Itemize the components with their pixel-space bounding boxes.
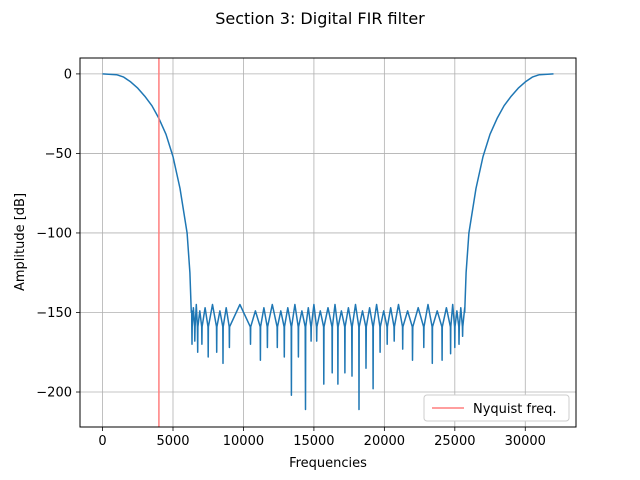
x-tick-label: 25000: [434, 434, 475, 449]
x-tick-label: 0: [98, 434, 106, 449]
legend: Nyquist freq.: [423, 394, 570, 422]
legend-label-nyquist: Nyquist freq.: [473, 402, 557, 417]
y-tick-label: −100: [36, 226, 72, 241]
x-tick-label: 20000: [364, 434, 405, 449]
plot-frame: [79, 57, 577, 428]
y-tick-label: −50: [45, 147, 72, 162]
legend-box: [423, 394, 570, 422]
series-line: [102, 73, 554, 411]
y-axis-label: Amplitude [dB]: [13, 193, 28, 291]
x-tick-label: 5000: [156, 434, 189, 449]
grid-lines: [80, 58, 576, 427]
ticks-layer: 0 5000 10000 15000 20000 25000 30000 0 −50 −100 −1…: [36, 67, 546, 449]
x-axis-label: Frequencies: [289, 456, 367, 471]
y-tick-label: −150: [36, 306, 72, 321]
chart-title: Section 3: Digital FIR filter: [215, 9, 425, 28]
y-tick-label: 0: [64, 67, 72, 82]
plot-area: [80, 58, 576, 427]
y-tick-label: −200: [36, 386, 72, 401]
x-tick-label: 10000: [223, 434, 264, 449]
x-tick-label: 15000: [293, 434, 334, 449]
x-tick-label: 30000: [505, 434, 546, 449]
series-layer: [102, 58, 554, 427]
